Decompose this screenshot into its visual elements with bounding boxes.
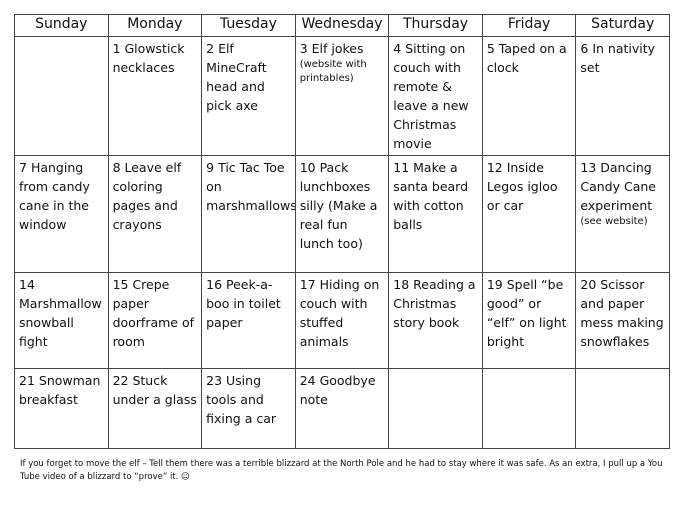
day-cell: 13 Dancing Candy Cane experiment (see web…: [575, 155, 670, 273]
day-cell: 2 Elf MineCraft head and pick axe: [201, 36, 296, 156]
day-cell: 5 Taped on a clock: [481, 36, 577, 156]
day-cell: 18 Reading a Christmas story book: [388, 272, 483, 369]
calendar: Sunday Monday Tuesday Wednesday Thursday Frid…: [14, 14, 670, 449]
day-number: 2: [206, 41, 215, 56]
day-cell: 15 Crepe paper doorframe of room: [107, 272, 203, 369]
day-cell: 9 Tic Tac Toe on marshmallows: [201, 155, 296, 273]
day-cell: 12 Inside Legos igloo or car: [481, 155, 577, 273]
day-cell: 11 Make a santa beard with cotton balls: [388, 155, 483, 273]
day-number: 5: [486, 41, 495, 56]
day-number: 20: [580, 277, 597, 292]
empty-cell: [575, 368, 670, 449]
day-cell: 8 Leave elf coloring pages and crayons: [107, 155, 203, 273]
activity: Leave elf coloring pages and crayons: [112, 160, 182, 232]
empty-cell: [14, 36, 109, 156]
day-number: 17: [299, 277, 316, 292]
day-number: 7: [19, 160, 27, 175]
empty-cell: [388, 368, 483, 449]
day-cell: 19 Spell “be good” or “elf” on light bri…: [481, 272, 577, 369]
day-cell: 24 Goodbye note: [294, 368, 390, 449]
day-cell: 7 Hanging from candy cane in the window: [14, 155, 109, 273]
day-cell: 17 Hiding on couch with stuffed animals: [294, 272, 390, 369]
header-row: Sunday Monday Tuesday Wednesday Thursday Frid…: [14, 14, 670, 37]
footer-note: If you forget to move the elf – Tell the…: [20, 459, 663, 482]
day-cell: 22 Stuck under a glass: [107, 368, 203, 449]
day-number: 10: [299, 160, 316, 175]
activity: Inside Legos igloo or car: [486, 160, 558, 213]
activity: Stuck under a glass: [112, 373, 197, 407]
activity: Glowstick necklaces: [112, 41, 185, 75]
day-number: 21: [19, 373, 35, 388]
activity-note: (see website): [580, 216, 648, 227]
day-cell: 10 Pack lunchboxes silly (Make a real fu…: [294, 155, 390, 273]
activity: Goodbye note: [299, 373, 376, 407]
week-row: 7 Hanging from candy cane in the window 8…: [14, 155, 670, 273]
day-cell: 23 Using tools and fixing a car: [201, 368, 296, 449]
activity: Tic Tac Toe on marshmallows: [206, 160, 296, 213]
activity: In nativity set: [580, 41, 656, 75]
activity: Hanging from candy cane in the window: [19, 160, 90, 232]
day-cell: 21 Snowman breakfast: [14, 368, 109, 449]
day-header: Saturday: [575, 14, 670, 37]
day-header: Thursday: [388, 14, 483, 37]
day-number: 18: [393, 277, 410, 292]
activity: Using tools and fixing a car: [206, 373, 277, 426]
activity: Elf jokes: [311, 41, 364, 56]
day-cell: 1 Glowstick necklaces: [107, 36, 203, 156]
day-header: Wednesday: [294, 14, 390, 37]
day-number: 13: [580, 160, 597, 175]
day-number: 6: [580, 41, 589, 56]
activity: Spell “be good” or “elf” on light bright: [486, 277, 567, 349]
day-number: 9: [206, 160, 215, 175]
day-number: 8: [112, 160, 121, 175]
day-header: Sunday: [14, 14, 109, 37]
day-header: Friday: [481, 14, 577, 37]
day-number: 14: [19, 277, 35, 292]
activity: Taped on a clock: [486, 41, 567, 75]
activity-note: (website with printables): [299, 59, 367, 84]
activity: Crepe paper doorframe of room: [112, 277, 195, 349]
day-cell: 20 Scissor and paper mess making snowfla…: [575, 272, 670, 369]
empty-cell: [481, 368, 577, 449]
activity: Pack lunchboxes silly (Make a real fun l…: [299, 160, 378, 251]
day-number: 16: [206, 277, 223, 292]
week-row: 14 Marshmallow snowball fight 15 Crepe pa…: [14, 272, 670, 369]
day-number: 11: [393, 160, 410, 175]
day-number: 3: [299, 41, 308, 56]
day-cell: 4 Sitting on couch with remote & leave a…: [388, 36, 483, 156]
day-number: 19: [486, 277, 503, 292]
activity: Dancing Candy Cane experiment: [580, 160, 656, 213]
day-header: Monday: [107, 14, 203, 37]
day-header: Tuesday: [201, 14, 296, 37]
day-cell: 14 Marshmallow snowball fight: [14, 272, 109, 369]
day-cell: 16 Peek-a-boo in toilet paper: [201, 272, 296, 369]
activity: Sitting on couch with remote & leave a n…: [393, 41, 469, 151]
week-row: 1 Glowstick necklaces 2 Elf MineCraft hea…: [14, 36, 670, 156]
day-number: 4: [393, 41, 402, 56]
activity: Elf MineCraft head and pick axe: [206, 41, 267, 113]
activity: Scissor and paper mess making snowflakes: [580, 277, 664, 349]
activity: Snowman breakfast: [19, 373, 101, 407]
activity: Marshmallow snowball fight: [19, 296, 102, 349]
day-number: 12: [486, 160, 503, 175]
day-number: 15: [112, 277, 129, 292]
day-number: 23: [206, 373, 223, 388]
day-number: 24: [299, 373, 316, 388]
activity: Make a santa beard with cotton balls: [393, 160, 469, 232]
day-cell: 3 Elf jokes (website with printables): [294, 36, 390, 156]
day-number: 22: [112, 373, 129, 388]
activity: Peek-a-boo in toilet paper: [206, 277, 281, 330]
day-cell: 6 In nativity set: [575, 36, 670, 156]
day-number: 1: [112, 41, 121, 56]
week-row: 21 Snowman breakfast 22 Stuck under a gla…: [14, 368, 670, 449]
activity: Hiding on couch with stuffed animals: [299, 277, 380, 349]
activity: Reading a Christmas story book: [393, 277, 476, 330]
